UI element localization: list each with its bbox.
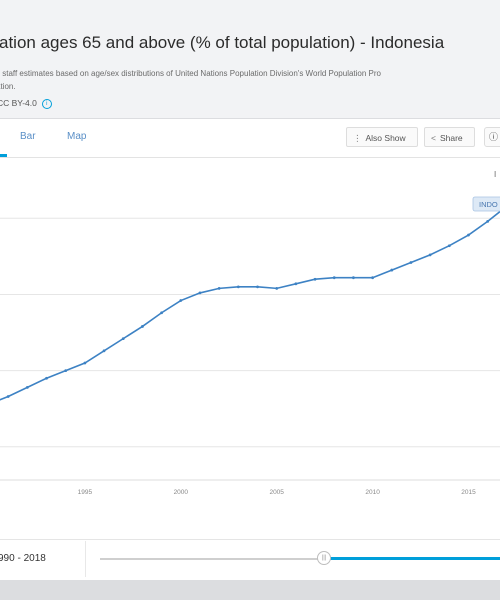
info-button[interactable]: ⓘ — [484, 127, 500, 147]
info-icon: ⓘ — [489, 132, 499, 142]
share-button[interactable]: < Share — [424, 127, 475, 147]
data-point — [217, 286, 221, 290]
share-icon: < — [431, 133, 436, 143]
data-point — [409, 261, 413, 264]
data-point — [25, 385, 29, 389]
data-point — [390, 268, 394, 272]
info-icon[interactable]: i — [41, 99, 52, 109]
series-line — [0, 210, 500, 401]
data-point — [64, 369, 68, 373]
data-point — [6, 395, 10, 398]
range-slider-track[interactable] — [100, 558, 500, 560]
chart-header — [0, 0, 500, 118]
data-point — [352, 276, 355, 280]
license-text[interactable]: CC BY-4.0 — [0, 98, 37, 108]
also-show-button[interactable]: ⋮ Also Show — [346, 127, 418, 147]
data-point — [486, 219, 490, 223]
range-label: 990 - 2018 — [0, 553, 46, 564]
data-point — [332, 276, 336, 280]
slider-handle-icon[interactable]: ||| — [317, 551, 331, 565]
x-tick-label: 2005 — [269, 489, 284, 496]
x-tick-label: 2010 — [365, 489, 380, 496]
data-point — [83, 361, 87, 365]
page-title: ation ages 65 and above (% of total popu… — [0, 33, 445, 52]
data-point — [141, 325, 144, 328]
series-label: INDO — [479, 200, 498, 209]
series-label-box — [472, 196, 500, 212]
vertical-dots-icon: ⋮ — [353, 133, 362, 143]
tab-map[interactable]: Map — [67, 131, 87, 142]
data-point — [236, 285, 240, 289]
data-point — [256, 285, 259, 289]
data-point — [102, 349, 106, 353]
tab-bar — [0, 119, 500, 158]
source-line-2: ation. — [0, 82, 16, 91]
data-point — [428, 253, 432, 257]
data-point — [371, 276, 374, 280]
x-tick-label: 1995 — [78, 489, 93, 496]
data-point — [294, 282, 298, 286]
license-line: CC BY-4.0 i — [0, 98, 52, 109]
data-point — [275, 286, 279, 290]
range-divider — [85, 541, 86, 577]
data-point — [467, 233, 470, 237]
line-chart: 1995 2000 2005 2010 2015 INDO I — [0, 170, 500, 496]
legend-corner-glyph: I — [494, 170, 496, 179]
source-note: k staff estimates based on age/sex distr… — [0, 67, 500, 93]
tab-bar-chart[interactable]: Bar — [20, 131, 36, 142]
range-slider-fill — [325, 557, 500, 560]
share-label: Share — [439, 133, 463, 143]
data-point — [121, 337, 125, 341]
chart-card — [0, 119, 500, 539]
data-point — [160, 311, 164, 315]
x-tick-label: 2000 — [174, 489, 189, 496]
data-point — [198, 291, 202, 295]
source-line-1: k staff estimates based on age/sex distr… — [0, 69, 381, 78]
x-tick-label: 2015 — [461, 489, 476, 496]
active-tab-indicator — [0, 154, 7, 157]
also-show-label: Also Show — [365, 133, 406, 143]
data-point — [447, 244, 451, 248]
data-point — [45, 376, 48, 380]
data-point — [313, 277, 317, 281]
data-point — [179, 299, 183, 302]
